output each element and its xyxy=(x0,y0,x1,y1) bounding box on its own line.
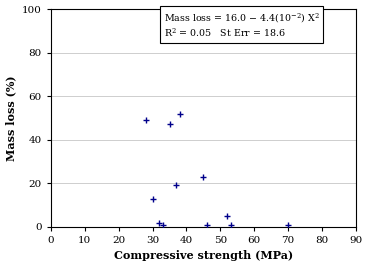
Point xyxy=(201,175,206,179)
X-axis label: Compressive strength (MPa): Compressive strength (MPa) xyxy=(114,250,293,261)
Point xyxy=(177,111,183,116)
Point xyxy=(227,223,233,227)
Point xyxy=(224,214,230,218)
Point xyxy=(285,223,291,227)
Point xyxy=(156,220,162,225)
Point xyxy=(150,197,156,201)
Point xyxy=(160,223,166,227)
Y-axis label: Mass loss (%): Mass loss (%) xyxy=(6,75,17,161)
Text: Mass loss = 16.0 $-$ 4.4(10$^{-2}$) X$^{2}$
R$^{2}$ = 0.05   St Err = 18.6: Mass loss = 16.0 $-$ 4.4(10$^{-2}$) X$^{… xyxy=(164,11,320,40)
Point xyxy=(143,118,149,122)
Point xyxy=(204,223,210,227)
Point xyxy=(173,183,179,188)
Point xyxy=(167,122,173,127)
